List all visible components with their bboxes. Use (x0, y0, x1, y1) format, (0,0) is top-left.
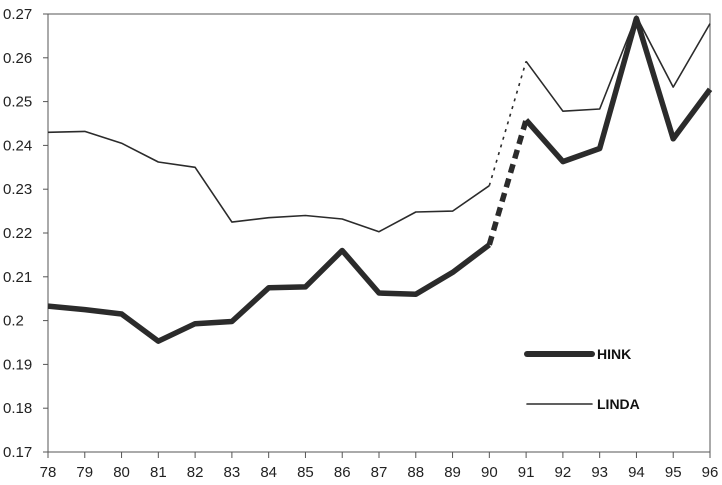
series-line-linda (525, 15, 711, 112)
x-tick-label: 85 (297, 464, 314, 481)
x-tick-label: 95 (665, 464, 682, 481)
x-tick-label: 90 (481, 464, 498, 481)
series-line-hink (524, 15, 713, 165)
y-tick-label: 0.18 (3, 400, 32, 417)
legend-label-linda: LINDA (597, 396, 640, 412)
x-tick-label: 87 (371, 464, 388, 481)
x-tick-label: 88 (407, 464, 424, 481)
x-tick-label: 92 (555, 464, 572, 481)
series-gap-hink (486, 119, 529, 246)
x-tick-label: 91 (518, 464, 535, 481)
x-tick-label: 80 (113, 464, 130, 481)
y-tick-label: 0.24 (3, 137, 32, 154)
legend-label-hink: HINK (597, 346, 631, 362)
series-layer (47, 15, 713, 344)
x-axis: 78 79 80 81 82 83 84 85 86 87 88 89 90 91 92 93 94 95 96 (40, 452, 719, 481)
x-tick-label: 96 (702, 464, 719, 481)
y-tick-label: 0.26 (3, 50, 32, 67)
y-tick-label: 0.19 (3, 356, 32, 373)
y-tick-label: 0.21 (3, 269, 32, 286)
x-tick-label: 94 (628, 464, 645, 481)
x-tick-label: 84 (260, 464, 277, 481)
x-tick-label: 93 (591, 464, 608, 481)
x-tick-label: 82 (187, 464, 204, 481)
x-tick-label: 83 (224, 464, 241, 481)
x-tick-label: 78 (40, 464, 57, 481)
x-tick-label: 86 (334, 464, 351, 481)
y-axis: 0.17 0.18 0.19 0.2 0.21 0.22 0.23 0.24 0.25 0.26 0… (3, 6, 48, 461)
y-tick-label: 0.2 (3, 313, 24, 330)
legend: HINK LINDA (524, 346, 640, 412)
x-tick-label: 81 (150, 464, 167, 481)
series-gap-linda (488, 61, 527, 186)
series-line-hink (47, 242, 491, 344)
y-tick-label: 0.17 (3, 444, 32, 461)
x-tick-label: 79 (76, 464, 93, 481)
y-tick-label: 0.22 (3, 225, 32, 242)
y-tick-label: 0.25 (3, 94, 32, 111)
series-line-linda (47, 130, 490, 233)
x-tick-label: 89 (444, 464, 461, 481)
y-tick-label: 0.23 (3, 181, 32, 198)
y-tick-label: 0.27 (3, 6, 32, 23)
